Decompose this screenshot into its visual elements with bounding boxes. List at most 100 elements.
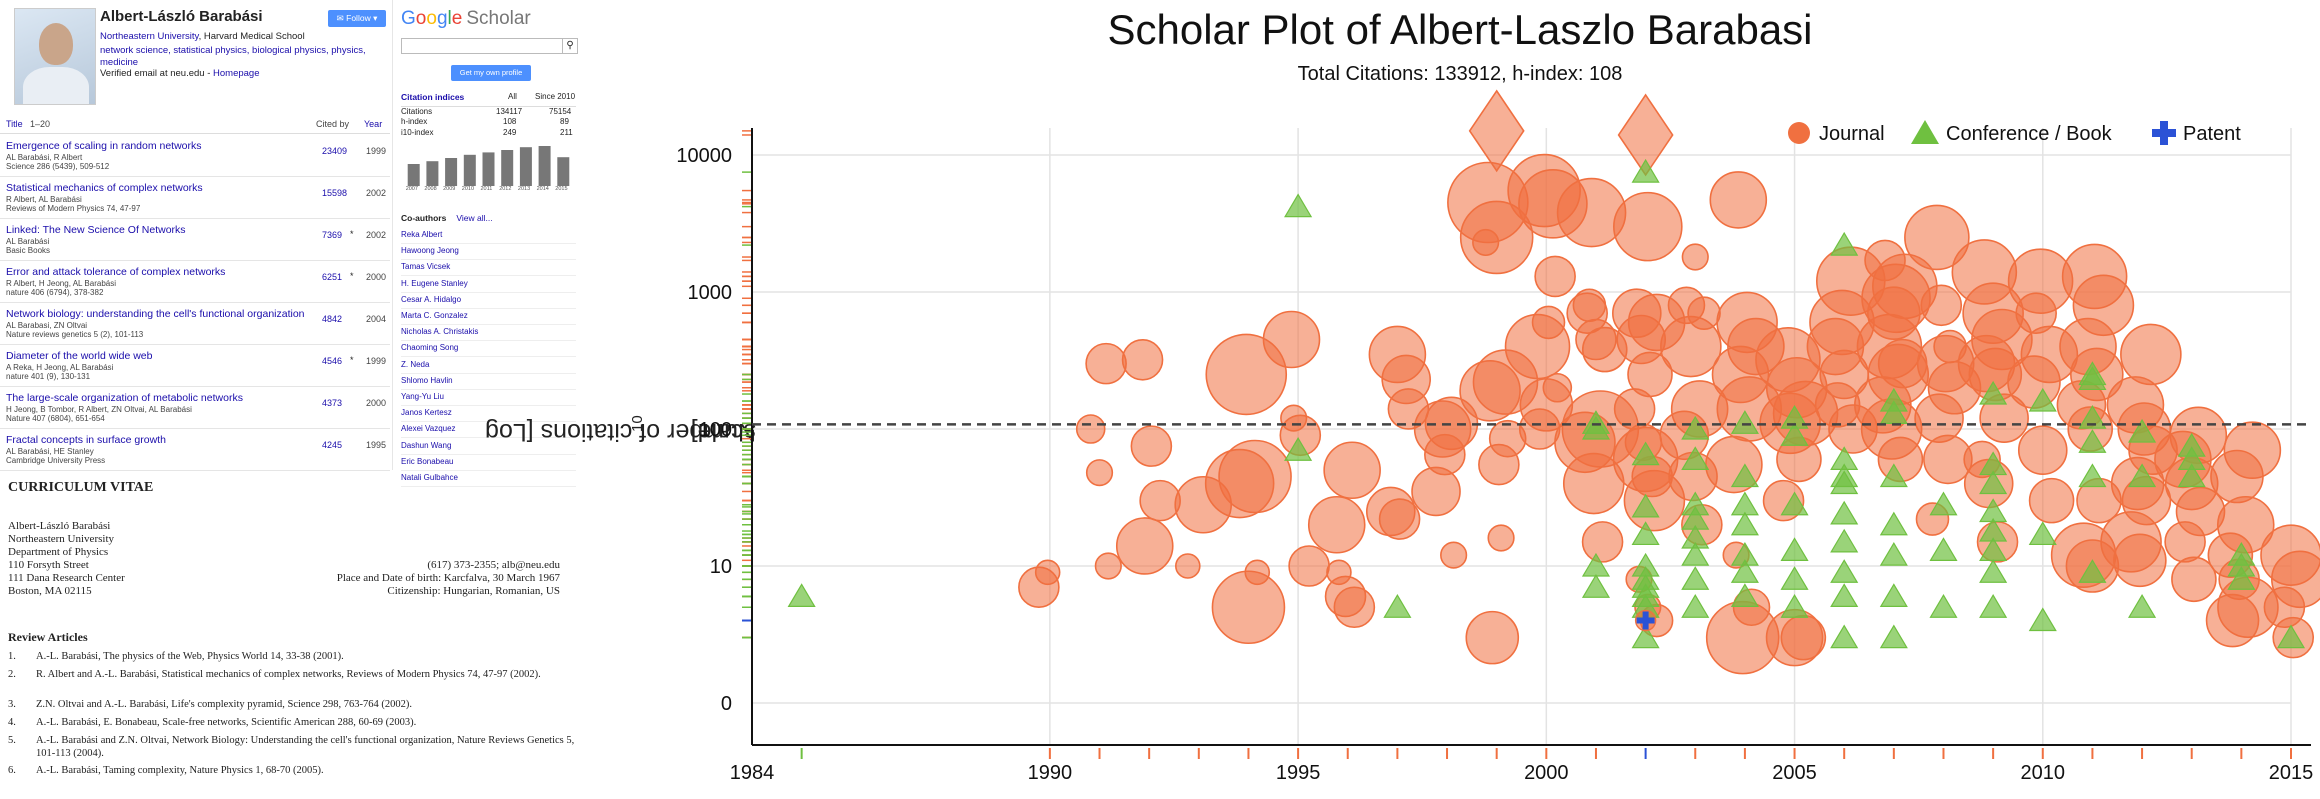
conference-point [1631, 566, 1660, 590]
journal-point [1670, 380, 1729, 438]
journal-point [2171, 556, 2217, 603]
journal-point [1727, 317, 1785, 376]
publication-journal: Cambridge University Press [6, 456, 106, 465]
cited-count[interactable]: 4546 [322, 356, 343, 366]
journal-point [1075, 414, 1106, 444]
search-icon[interactable]: ⚲ [562, 38, 578, 54]
publication-title[interactable]: Fractal concepts in surface growth [6, 434, 166, 446]
cited-count[interactable]: 4842 [322, 314, 343, 324]
cited-count[interactable]: 23409 [322, 146, 348, 156]
affiliation-link[interactable]: Northeastern University [100, 31, 199, 42]
conference-point [1730, 583, 1759, 607]
journal-point [1465, 610, 1520, 665]
conference-point [2177, 463, 2206, 488]
cited-count[interactable]: 4373 [322, 398, 343, 408]
cited-count[interactable]: 15598 [322, 188, 348, 198]
cv-address-line: Northeastern University [8, 533, 114, 545]
citation-indices-title[interactable]: Citation indices [401, 92, 465, 102]
title-sort-link[interactable]: Title [6, 119, 23, 129]
journal-point [2121, 475, 2172, 526]
coauthor-link[interactable]: Dashun Wang [401, 438, 576, 455]
publication-year: 2002 [366, 188, 387, 198]
conference-point [1383, 594, 1412, 618]
cv-address-line: Boston, MA 02115 [8, 585, 92, 597]
get-own-profile-button[interactable]: Get my own profile [451, 65, 531, 81]
journal-point [1716, 291, 1778, 354]
coauthor-link[interactable]: Nicholas A. Christakis [401, 324, 576, 342]
view-all-link[interactable]: View all... [456, 213, 493, 223]
coauthor-link[interactable]: Z. Neda [401, 357, 576, 374]
profile-name: Albert-László Barabási [100, 8, 263, 25]
cited-by-header[interactable]: Cited by [316, 119, 350, 129]
coauthor-link[interactable]: Janos Kertesz [401, 405, 576, 423]
coauthor-link[interactable]: H. Eugene Stanley [401, 276, 576, 293]
profile-interests[interactable]: network science, statistical physics, bi… [100, 45, 366, 68]
review-number: 6. [8, 765, 16, 776]
conference-point [1631, 583, 1660, 607]
conference-point [1681, 491, 1710, 516]
bar-year-label: 2014 [536, 186, 549, 192]
publication-title[interactable]: Emergence of scaling in random networks [6, 140, 202, 152]
journal-point [1814, 382, 1861, 428]
coauthor-link[interactable]: Hawoong Jeong [401, 243, 576, 261]
follow-button[interactable]: ✉ Follow ▾ [328, 10, 386, 27]
journal-point [1711, 345, 1770, 404]
legend-journal-label: Journal [1819, 123, 1885, 145]
publication-title[interactable]: Statistical mechanics of complex network… [6, 182, 203, 194]
conference-point [1631, 594, 1660, 618]
conference-point [1681, 541, 1710, 566]
logo-letter: o [426, 8, 437, 29]
homepage-link[interactable]: Homepage [213, 68, 260, 79]
coauthor-link[interactable]: Chaoming Song [401, 340, 576, 358]
coauthor-link[interactable]: Cesar A. Hidalgo [401, 292, 576, 309]
coauthor-link[interactable]: Alexei Vazquez [401, 421, 576, 439]
conference-point [1929, 537, 1958, 561]
journal-point [2056, 380, 2107, 430]
star-mark: * [350, 271, 354, 281]
publication-title[interactable]: Error and attack tolerance of complex ne… [6, 266, 226, 278]
x-tick-label: 2015 [2269, 762, 2314, 784]
coauthor-link[interactable]: Eric Bonabeau [401, 454, 576, 471]
review-text: A.-L. Barabási, Taming complexity, Natur… [36, 765, 324, 776]
journal-point [1627, 293, 1686, 352]
cited-count[interactable]: 4245 [322, 440, 343, 450]
publication-year: 2002 [366, 230, 387, 240]
publication-authors: H Jeong, B Tombor, R Albert, ZN Oltvai, … [6, 405, 192, 414]
cited-count[interactable]: 6251 [322, 272, 343, 282]
logo-scholar: Scholar [466, 8, 531, 29]
journal-point [1121, 338, 1164, 381]
legend-conference-label: Conference / Book [1946, 123, 2113, 145]
logo-letter: e [451, 8, 463, 29]
conference-point [1681, 446, 1710, 470]
publication-title[interactable]: The large-scale organization of metaboli… [6, 392, 243, 404]
publication-journal: Nature 407 (6804), 651-654 [6, 414, 105, 423]
conference-point [2028, 521, 2057, 546]
journal-point [2113, 533, 2167, 588]
conference-point [787, 583, 816, 607]
cited-count[interactable]: 7369 [322, 230, 343, 240]
publication-title[interactable]: Diameter of the world wide web [6, 350, 153, 362]
conference-point [1979, 517, 2008, 542]
publication-row: Network biology: understanding the cell'… [0, 304, 390, 345]
google-scholar-logo[interactable]: Google Scholar [401, 8, 531, 30]
journal-point [1542, 372, 1573, 403]
coauthor-link[interactable]: Marta C. Gonzalez [401, 308, 576, 325]
coauthor-link[interactable]: Yang-Yu Liu [401, 389, 576, 406]
coauthor-link[interactable]: Tamas Vicsek [401, 259, 576, 277]
journal-point [2106, 376, 2165, 434]
publication-title[interactable]: Linked: The New Science Of Networks [6, 224, 186, 236]
bar-year-label: 2013 [517, 186, 531, 192]
journal-point [2017, 425, 2068, 476]
coauthor-link[interactable]: Shlomo Havlin [401, 373, 576, 390]
journal-point [1566, 292, 1608, 335]
conference-point [2177, 432, 2206, 457]
citation-bar [463, 154, 476, 186]
coauthor-link[interactable]: Reka Albert [401, 227, 576, 244]
year-sort-link[interactable]: Year [364, 119, 383, 129]
journal-point [1572, 288, 1607, 323]
conference-point [1979, 470, 2008, 495]
publication-title[interactable]: Network biology: understanding the cell'… [6, 308, 305, 320]
search-input[interactable] [401, 38, 563, 54]
x-tick-label: 2005 [1772, 762, 1817, 784]
coauthor-link[interactable]: Natali Gulbahce [401, 470, 576, 487]
